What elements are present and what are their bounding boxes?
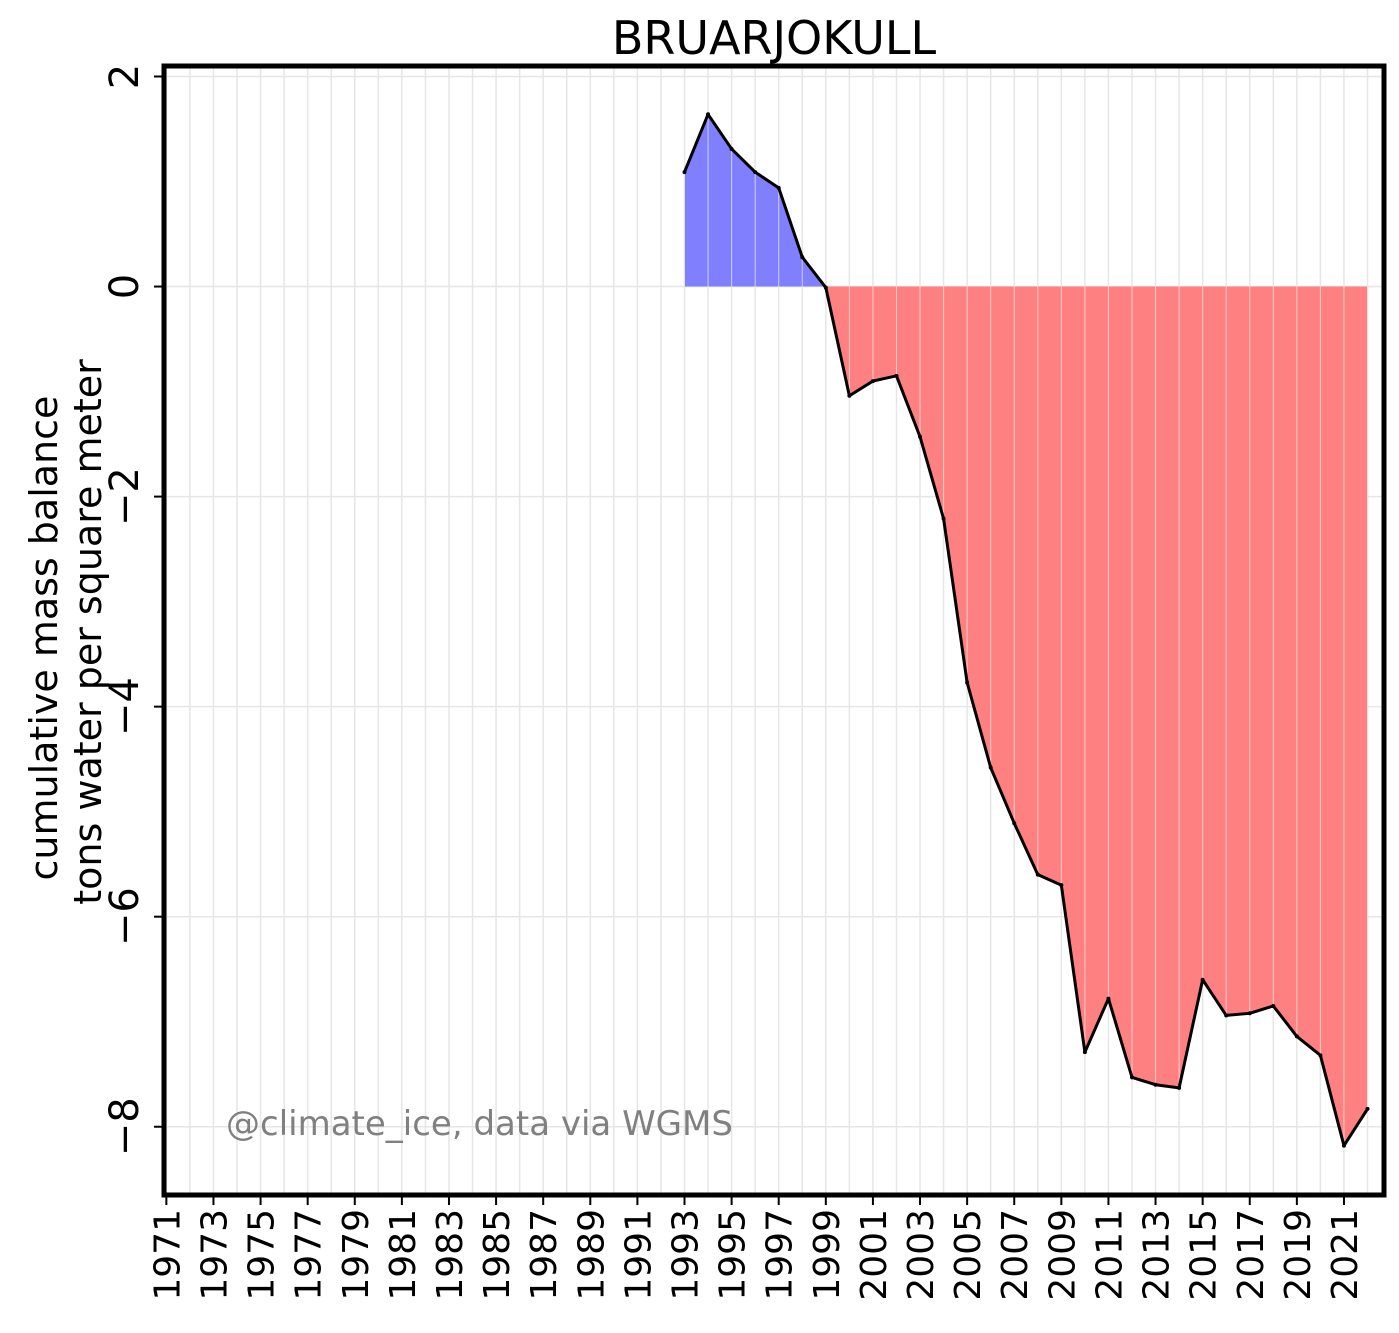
data-point	[1129, 1075, 1134, 1080]
data-point	[1153, 1082, 1158, 1087]
x-tick-label: 1989	[571, 1209, 612, 1301]
x-tick-label: 1987	[524, 1209, 565, 1301]
x-axis-ticks: 1971 1973 1975 1977 1979 1981 1983 1985 1987 1989…	[147, 1195, 1366, 1301]
x-tick-label: 1973	[194, 1209, 235, 1301]
data-point	[1247, 1011, 1252, 1016]
data-point	[1059, 883, 1064, 888]
x-tick-label: 1977	[289, 1209, 330, 1301]
x-tick-label: 2013	[1137, 1209, 1178, 1301]
data-point	[682, 170, 687, 175]
data-point	[1082, 1050, 1087, 1055]
data-point	[1106, 996, 1111, 1001]
x-tick-label: 1971	[147, 1209, 188, 1301]
data-point	[965, 680, 970, 685]
data-point	[1318, 1053, 1323, 1058]
x-tick-label: 2015	[1184, 1209, 1225, 1301]
y-axis-ticks: 2 0 −2 −4 −6 −8	[102, 64, 164, 1156]
negative-area	[825, 286, 1368, 1146]
x-tick-label: 1993	[666, 1209, 707, 1301]
data-point	[941, 516, 946, 521]
y-axis-label-line-2: tons water per square meter	[66, 359, 110, 905]
y-tick-label: 0	[102, 274, 148, 299]
data-point	[1365, 1106, 1370, 1111]
y-tick-label: −4	[102, 677, 148, 736]
data-point	[753, 170, 758, 175]
x-tick-label: 2019	[1278, 1209, 1319, 1301]
data-point	[1035, 872, 1040, 877]
x-tick-label: 1983	[430, 1209, 471, 1301]
x-tick-label: 1991	[618, 1209, 659, 1301]
y-axis-label-line-1: cumulative mass balance	[22, 396, 66, 881]
x-tick-label: 1981	[383, 1209, 424, 1301]
x-tick-label: 1995	[713, 1209, 754, 1301]
data-line-layer	[682, 112, 1370, 1148]
data-point	[1177, 1085, 1182, 1090]
data-point	[894, 373, 899, 378]
data-point	[870, 379, 875, 384]
area-fills	[684, 114, 1369, 1146]
data-point	[1200, 977, 1205, 982]
y-axis-label: cumulative mass balance tons water per s…	[22, 359, 110, 905]
data-point	[776, 185, 781, 190]
y-tick-label: −6	[102, 887, 148, 946]
data-point	[706, 112, 711, 117]
x-tick-label: 2007	[995, 1209, 1036, 1301]
x-tick-label: 2017	[1231, 1209, 1272, 1301]
chart-title: BRUARJOKULL	[612, 11, 937, 65]
data-line	[683, 112, 1369, 1148]
y-tick-label: −8	[102, 1097, 148, 1156]
chart-annotation: @climate_ice, data via WGMS	[226, 1104, 733, 1144]
data-point	[988, 765, 993, 770]
x-tick-label: 1979	[336, 1209, 377, 1301]
x-tick-label: 2011	[1089, 1209, 1130, 1301]
x-tick-label: 1997	[760, 1209, 801, 1301]
x-tick-label: 2001	[854, 1209, 895, 1301]
x-tick-label: 1985	[477, 1209, 518, 1301]
data-point	[800, 255, 805, 260]
data-point	[918, 434, 923, 439]
x-tick-label: 2003	[901, 1209, 942, 1301]
data-point	[847, 393, 852, 398]
data-point	[729, 146, 734, 151]
data-point	[1012, 821, 1017, 826]
plot-frame	[161, 63, 1387, 1198]
x-tick-label: 2009	[1042, 1209, 1083, 1301]
data-point	[1271, 1003, 1276, 1008]
x-tick-label: 2005	[948, 1209, 989, 1301]
x-tick-label: 1999	[807, 1209, 848, 1301]
data-point	[823, 285, 828, 290]
data-point	[1294, 1034, 1299, 1039]
data-point	[1224, 1013, 1229, 1018]
y-tick-label: 2	[102, 64, 148, 89]
data-point	[1341, 1143, 1346, 1148]
x-tick-label: 2021	[1325, 1209, 1366, 1301]
y-tick-label: −2	[102, 467, 148, 526]
x-tick-label: 1975	[242, 1209, 283, 1301]
